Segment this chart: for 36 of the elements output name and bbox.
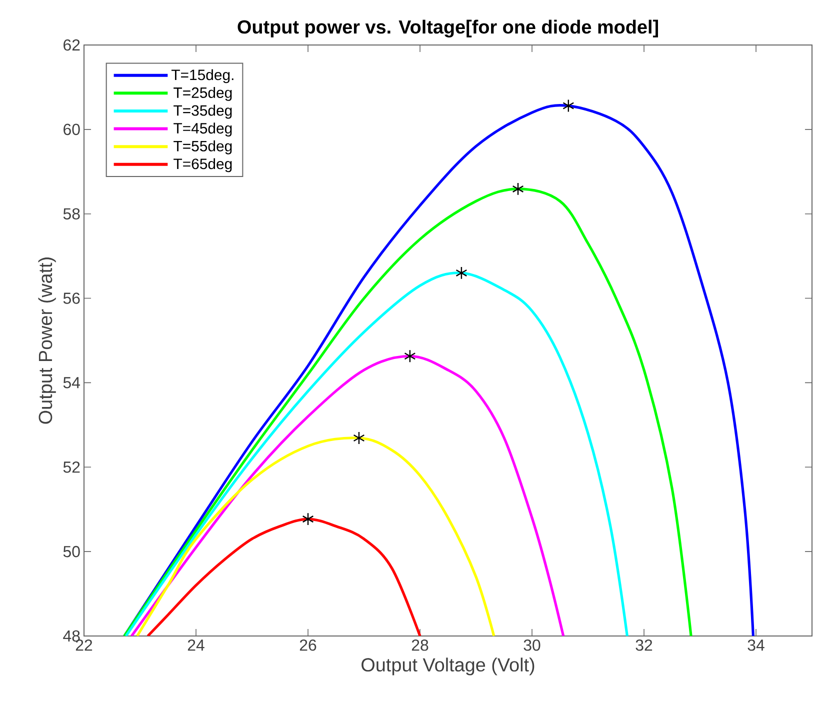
y-tick-label: 54 — [63, 377, 80, 388]
x-tick-label: 32 — [636, 640, 652, 651]
y-tick-label: 56 — [63, 292, 80, 304]
y-tick-label: 62 — [64, 39, 80, 51]
line-series — [123, 104, 754, 636]
point — [353, 431, 365, 445]
point — [562, 99, 574, 112]
line-series — [124, 272, 628, 636]
y-tick-label: 60 — [64, 124, 80, 136]
legend-label: T=35deg — [174, 104, 232, 119]
point — [404, 350, 416, 363]
legend-label: T=45deg — [174, 122, 232, 137]
point — [302, 512, 314, 526]
x-tick-label: 22 — [76, 640, 92, 651]
chart-title: Output power vs. Voltage[for one diode model] — [238, 20, 658, 38]
line-series — [123, 188, 692, 636]
x-tick-label: 24 — [188, 640, 204, 651]
legend-label: T=55deg — [174, 140, 232, 154]
line-series — [136, 436, 496, 636]
y-tick-label: 48 — [63, 630, 80, 642]
y-tick-label: 50 — [63, 546, 80, 558]
y-axis-title: Output Power (watt) — [38, 258, 56, 424]
x-tick-label: 30 — [524, 640, 540, 651]
y-tick-label: 52 — [63, 462, 80, 473]
legend-label: T=65deg — [174, 158, 232, 172]
point — [456, 266, 468, 280]
x-tick-label: 34 — [748, 640, 764, 651]
x-tick-label: 26 — [300, 640, 316, 651]
line-series — [130, 354, 565, 636]
legend-label: T=25deg — [174, 87, 232, 101]
line-series — [146, 518, 422, 636]
point — [512, 182, 524, 196]
x-tick-label: 28 — [412, 640, 428, 651]
y-tick-label: 58 — [63, 208, 80, 220]
x-axis-title: Output Voltage (Volt) — [362, 658, 534, 676]
legend-label: T=15deg. — [171, 69, 234, 84]
